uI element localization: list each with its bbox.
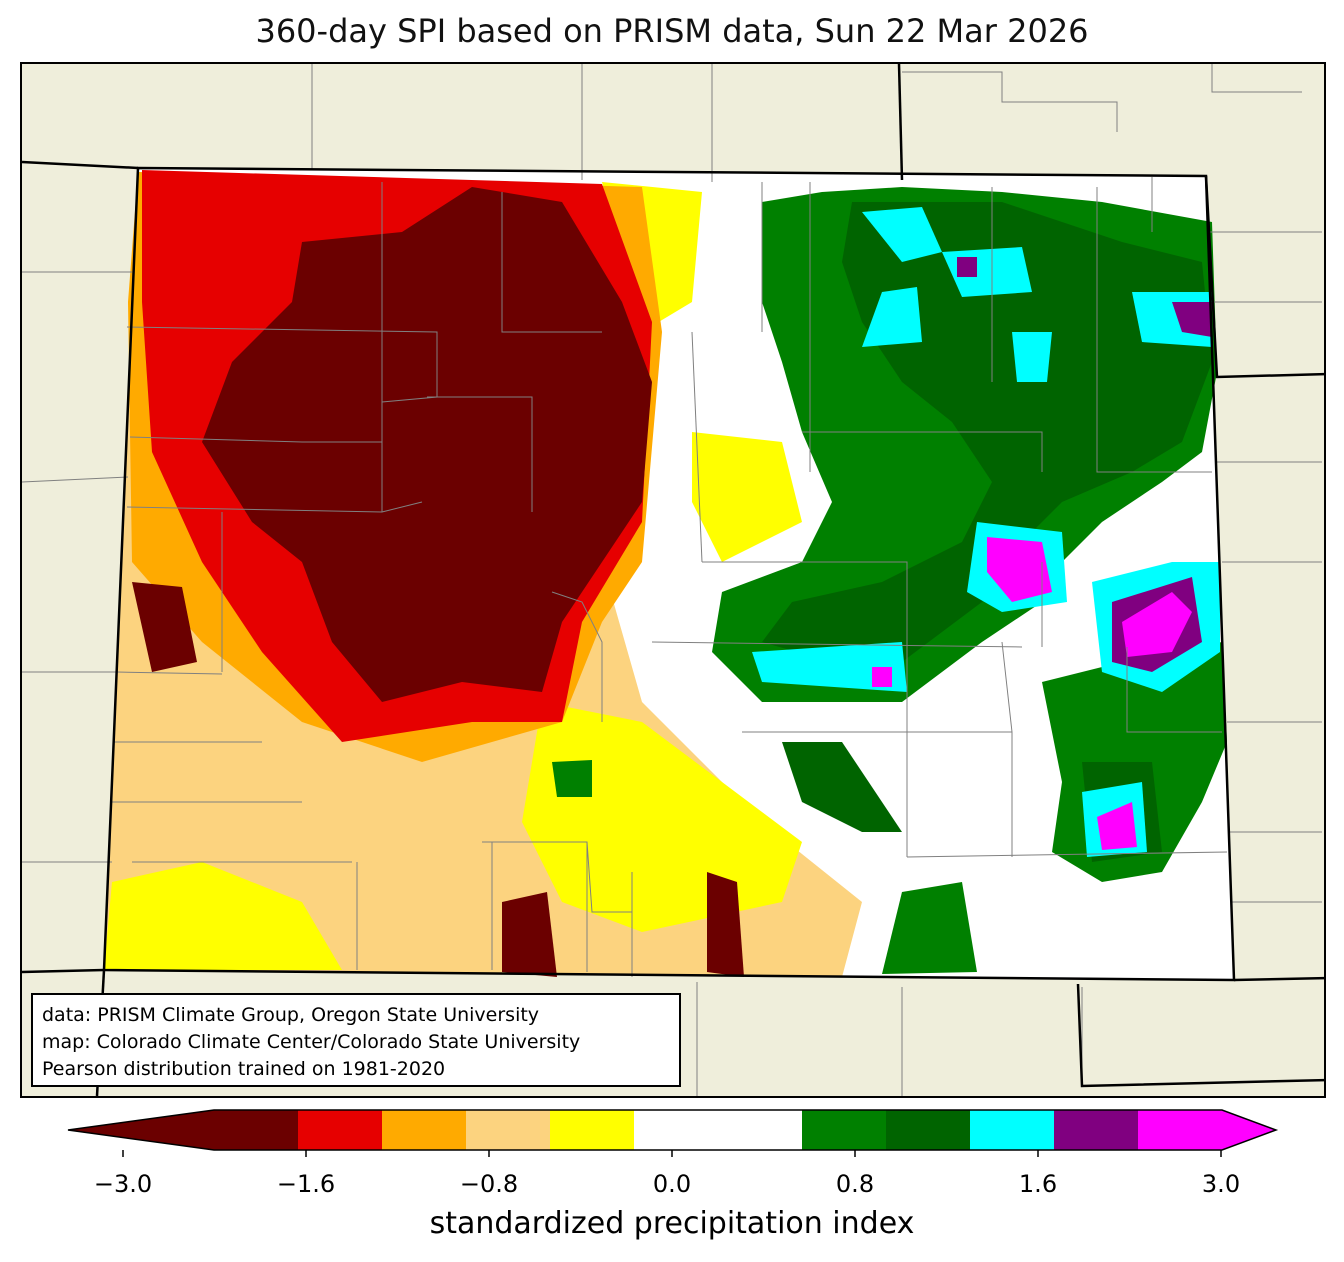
spi-region-purple-1	[957, 257, 977, 277]
spi-region-cyan-9	[1012, 332, 1052, 382]
colorbar-segment	[382, 1110, 467, 1150]
spi-region-magenta-3	[1097, 802, 1137, 850]
spi-region-green-south	[882, 882, 977, 974]
spi-region-magenta-2	[1122, 592, 1192, 657]
spi-region-green-small	[552, 760, 592, 797]
credit-line-data: data: PRISM Climate Group, Oregon State …	[42, 1004, 540, 1026]
spi-region-magenta-4	[872, 667, 892, 687]
spi-region-yellow-southwest	[104, 862, 342, 970]
spi-region-cyan-1	[862, 207, 942, 262]
spi-region-magenta-1	[987, 537, 1052, 602]
colorbar-outline	[67, 1109, 1279, 1151]
colorbar-segment	[886, 1110, 971, 1150]
colorbar-segment	[466, 1110, 551, 1150]
colorbar-label: standardized precipitation index	[429, 1206, 915, 1241]
colorbar-tick-label: 1.6	[1018, 1170, 1058, 1198]
spi-region-dark-red-south-2	[707, 872, 744, 977]
spi-region-cyan-7	[752, 642, 907, 692]
spi-region-green-central	[782, 742, 902, 832]
colorbar-extend-low	[68, 1110, 214, 1150]
spi-region-dark-red-sw	[132, 582, 197, 672]
colorbar-segment	[1138, 1110, 1223, 1150]
credits-box: data: PRISM Climate Group, Oregon State …	[31, 993, 681, 1087]
colorbar-segment	[214, 1110, 299, 1150]
county-borders	[112, 177, 1228, 977]
colorbar-segment	[1054, 1110, 1139, 1150]
neighbor-county-borders	[22, 64, 1322, 1096]
colorbar-segment	[802, 1110, 887, 1150]
colorbar-tick-label: 3.0	[1201, 1170, 1241, 1198]
spi-region-cyan-8	[862, 287, 922, 347]
colorbar-tick-label: −1.6	[276, 1170, 336, 1198]
map-panel	[20, 62, 1326, 1098]
colorbar	[67, 1109, 1279, 1157]
state-borders	[22, 64, 1324, 1096]
colorbar-tick-label: 0.8	[835, 1170, 875, 1198]
credit-line-map: map: Colorado Climate Center/Colorado St…	[42, 1031, 581, 1053]
colorbar-segment	[718, 1110, 803, 1150]
spi-region-dark-red	[202, 187, 652, 702]
spi-region-purple-2	[1172, 302, 1212, 337]
map-title: 360-day SPI based on PRISM data, Sun 22 …	[255, 12, 1089, 50]
colorbar-extend-high	[1222, 1110, 1276, 1150]
colorbar-segment	[550, 1110, 635, 1150]
spi-region-yellow-central	[692, 432, 802, 562]
spi-region-dark-red-south	[502, 892, 557, 977]
colorbar-segment	[298, 1110, 383, 1150]
colorbar-segment	[970, 1110, 1055, 1150]
credit-line-distribution: Pearson distribution trained on 1981-202…	[42, 1058, 446, 1080]
spi-region-yellow-south	[522, 702, 802, 932]
spi-map	[22, 64, 1324, 1096]
colorbar-tick-label: −0.8	[459, 1170, 519, 1198]
colorbar-tick-label: 0.0	[652, 1170, 692, 1198]
colorbar-segment	[634, 1110, 719, 1150]
colorbar-tick-label: −3.0	[93, 1170, 153, 1198]
